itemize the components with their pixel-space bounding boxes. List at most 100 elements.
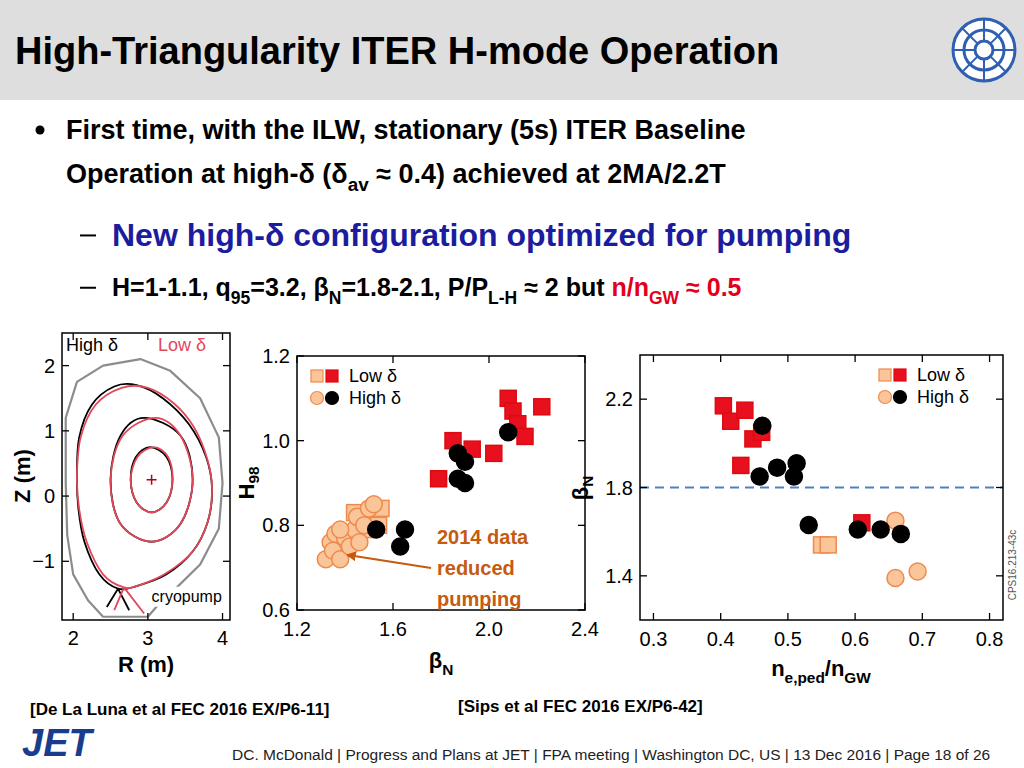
x-tick (73, 613, 74, 620)
bullet-text: Operation at high-δ (δav ≈ 0.4) achieved… (66, 159, 726, 195)
y-tick (578, 525, 585, 526)
x-tick (922, 613, 923, 620)
marker (431, 471, 447, 487)
text-run: H=1-1.1, q (112, 273, 231, 301)
x-tick (584, 356, 585, 363)
text-run: 95 (231, 288, 251, 308)
annotation: pumping (437, 588, 521, 610)
magnetic-axis (147, 475, 157, 485)
y-tick-label: 0.6 (262, 599, 290, 621)
legend-swatch (879, 369, 891, 381)
x-axis-label: βN (429, 648, 454, 678)
legend-label: Low δ (158, 335, 206, 355)
text-run: GW (844, 669, 871, 686)
x-tick (653, 613, 654, 620)
footer: DC. McDonald | Progress and Plans at JET… (232, 746, 990, 763)
marker (872, 521, 889, 538)
x-tick-label: 2.4 (571, 618, 599, 640)
y-tick (223, 365, 230, 366)
text-run: e,ped (785, 669, 825, 686)
text-run: Operation at high-δ (δ (66, 159, 348, 189)
y-tick (640, 487, 647, 488)
x-tick (787, 355, 788, 362)
marker (800, 517, 817, 534)
text-run: /n (825, 656, 845, 681)
marker (733, 457, 749, 473)
x-tick (392, 603, 393, 610)
legend-swatch (311, 392, 324, 405)
x-axis-label: R (m) (118, 652, 174, 677)
text-run: ≈ 0.4) achieved at 2MA/2.2T (369, 159, 726, 189)
slide: High-Triangularity ITER H-mode Operation… (0, 0, 1024, 768)
logo-spoke (962, 28, 978, 44)
y-tick (640, 575, 647, 576)
y-tick (578, 440, 585, 441)
plot-frame (297, 356, 585, 610)
x-tick-label: 1.2 (283, 618, 311, 640)
legend: Low δHigh δ (879, 365, 970, 407)
text-run: L-H (488, 288, 517, 308)
y-tick-label: 1.4 (605, 565, 633, 587)
y-tick-label: 1.8 (605, 477, 633, 499)
y-axis-label: H98 (234, 466, 262, 499)
series-line (77, 386, 212, 614)
logo-spoke (993, 49, 1015, 51)
x-tick (989, 613, 990, 620)
x-tick (584, 603, 585, 610)
y-tick (62, 430, 69, 431)
axis-cross (151, 475, 153, 485)
y-tick (62, 495, 69, 496)
y-tick-label: 1.0 (262, 430, 290, 452)
series-line (77, 384, 212, 610)
x-tick-label: 0.6 (841, 628, 869, 650)
text-run: n (771, 656, 784, 681)
marker (737, 402, 753, 418)
y-tick (578, 609, 585, 610)
reference: [Sips et al FEC 2016 EX/P6-42] (458, 697, 703, 716)
annotation: reduced (437, 557, 515, 579)
bullet-text: First time, with the ILW, stationary (5s… (66, 115, 746, 145)
text-run: ≈ 2 but (517, 273, 611, 301)
marker (500, 424, 517, 441)
text-run: =1.8-2.1, P/P (341, 273, 488, 301)
y-axis-label: βN (568, 476, 596, 501)
legend-label: High δ (917, 387, 969, 407)
legend: High δLow δ (66, 335, 206, 355)
x-tick (922, 355, 923, 362)
text-run: New high-δ configuration optimized for p… (112, 217, 851, 253)
sub-bullet-dash (80, 234, 96, 236)
y-tick (640, 399, 647, 400)
x-tick (989, 355, 990, 362)
plot-area (66, 359, 223, 617)
title: High-Triangularity ITER H-mode Operation (15, 30, 779, 72)
reference: [De La Luna et al FEC 2016 EX/P6-11] (30, 700, 330, 719)
figure-id: CPS16.213-43c (1007, 530, 1018, 601)
y-tick-label: 1 (44, 420, 55, 442)
y-tick (578, 355, 585, 356)
y-tick (996, 487, 1003, 488)
x-tick (720, 355, 721, 362)
y-tick (223, 495, 230, 496)
legend: Low δHigh δ (311, 366, 402, 408)
legend-swatch (894, 391, 907, 404)
x-tick (222, 333, 223, 340)
text-run: ≈ 0.5 (679, 273, 741, 301)
logo-spoke (962, 56, 978, 72)
x-tick (296, 603, 297, 610)
marker (715, 398, 731, 414)
chart: 234−1012R (m)Z (m)High δLow δcryopump (10, 333, 231, 677)
y-tick-label: 2 (44, 355, 55, 377)
y-tick (62, 561, 69, 562)
legend-swatch (894, 369, 906, 381)
text-run: β (429, 648, 442, 673)
x-tick (392, 356, 393, 363)
logo-spoke (983, 19, 985, 41)
y-tick-label: 0.8 (262, 514, 290, 536)
sub-bullet-text: New high-δ configuration optimized for p… (112, 217, 851, 253)
plot-area (317, 390, 550, 567)
logo-spoke (983, 59, 985, 81)
text-run: n/n (612, 273, 650, 301)
y-axis-label: Z (m) (10, 449, 35, 503)
legend-swatch (311, 370, 323, 382)
text-run: β (568, 487, 593, 500)
